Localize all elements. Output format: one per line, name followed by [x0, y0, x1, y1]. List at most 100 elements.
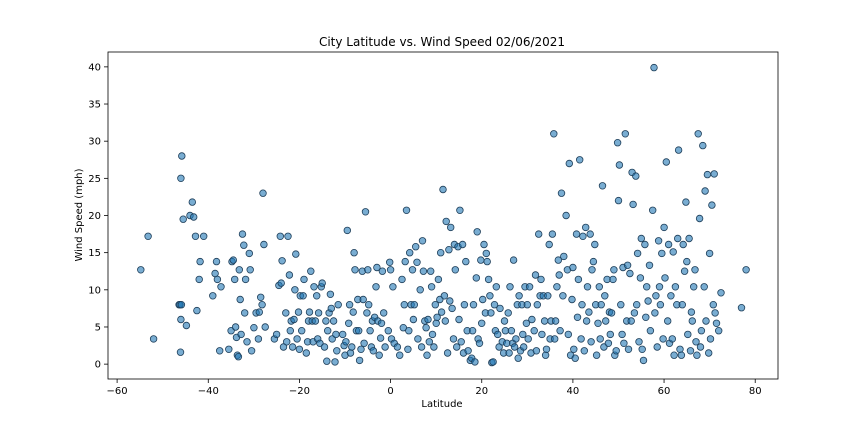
y-axis-label: Wind Speed (mph): [74, 168, 85, 261]
x-tick-label: 60: [658, 386, 671, 397]
data-point: [357, 345, 365, 353]
data-point: [480, 240, 488, 249]
data-point: [322, 317, 330, 325]
data-point: [709, 301, 717, 309]
data-point: [451, 266, 459, 274]
data-point: [416, 286, 424, 294]
data-point: [674, 146, 683, 154]
data-point: [604, 339, 613, 347]
data-point: [453, 343, 461, 351]
data-point: [699, 141, 707, 150]
data-point: [609, 275, 617, 284]
data-point: [250, 324, 258, 332]
data-point: [633, 249, 642, 258]
x-tick-label: −20: [289, 386, 310, 397]
data-point: [562, 211, 570, 220]
data-point: [641, 240, 649, 249]
data-point: [653, 343, 661, 351]
data-point: [495, 343, 503, 351]
data-point: [557, 189, 566, 197]
data-point: [458, 240, 467, 249]
data-point: [655, 283, 664, 291]
data-point: [331, 358, 339, 366]
data-point: [510, 343, 519, 351]
data-point: [587, 338, 595, 346]
data-point: [355, 356, 364, 365]
data-point: [478, 319, 486, 327]
data-point: [376, 334, 385, 342]
data-point: [623, 261, 632, 269]
data-point: [254, 335, 263, 343]
data-point: [505, 349, 513, 357]
data-point: [333, 347, 341, 355]
data-point: [500, 317, 509, 325]
data-point: [212, 257, 221, 266]
data-point: [277, 279, 285, 287]
data-point: [176, 348, 185, 356]
y-tick-label: 30: [88, 137, 101, 148]
data-point: [279, 343, 288, 351]
data-point: [449, 335, 458, 343]
data-point: [246, 266, 254, 274]
data-point: [188, 198, 196, 206]
data-point: [512, 335, 520, 343]
y-tick-label: 35: [88, 100, 101, 111]
data-point: [365, 301, 373, 309]
data-point: [670, 351, 678, 359]
data-point: [643, 283, 651, 291]
data-point: [582, 317, 591, 325]
data-point: [614, 196, 623, 205]
data-point: [705, 349, 713, 357]
data-point: [686, 347, 695, 355]
data-point: [679, 240, 687, 249]
data-point: [307, 267, 315, 275]
data-point: [659, 335, 667, 343]
data-point: [669, 248, 677, 256]
data-point: [327, 304, 335, 313]
data-point: [363, 309, 371, 317]
data-point: [446, 297, 454, 305]
data-point: [299, 292, 307, 300]
data-point: [742, 266, 750, 274]
data-point: [490, 301, 499, 309]
data-point: [678, 301, 686, 309]
y-tick-label: 5: [95, 322, 101, 333]
data-point: [345, 301, 354, 309]
data-point: [355, 327, 363, 335]
data-point: [199, 232, 208, 240]
data-point: [624, 345, 633, 353]
y-tick-label: 40: [88, 62, 101, 73]
data-point: [366, 327, 374, 335]
x-tick-label: 20: [475, 386, 488, 397]
data-point: [258, 301, 266, 309]
data-point: [378, 267, 387, 275]
data-point: [706, 335, 715, 343]
data-point: [572, 230, 581, 238]
data-point: [230, 275, 239, 284]
data-point: [696, 343, 705, 351]
data-point: [448, 304, 456, 313]
data-point: [386, 258, 394, 266]
data-point: [473, 228, 481, 236]
data-point: [311, 317, 320, 325]
data-point: [556, 327, 564, 335]
data-point: [346, 349, 355, 357]
data-point: [314, 309, 323, 317]
data-point: [520, 343, 528, 351]
y-tick-label: 20: [88, 211, 101, 222]
data-point: [423, 351, 431, 359]
data-point: [427, 267, 435, 275]
data-point: [326, 290, 335, 298]
data-point: [329, 317, 338, 325]
data-point: [434, 275, 443, 284]
data-point: [712, 319, 721, 327]
data-point: [632, 172, 640, 180]
data-point: [504, 309, 512, 317]
data-point: [456, 206, 464, 214]
data-point: [342, 338, 350, 346]
data-point: [654, 237, 663, 245]
data-point: [531, 271, 540, 279]
data-point: [178, 152, 186, 160]
data-point: [284, 232, 292, 240]
data-point: [440, 292, 449, 300]
